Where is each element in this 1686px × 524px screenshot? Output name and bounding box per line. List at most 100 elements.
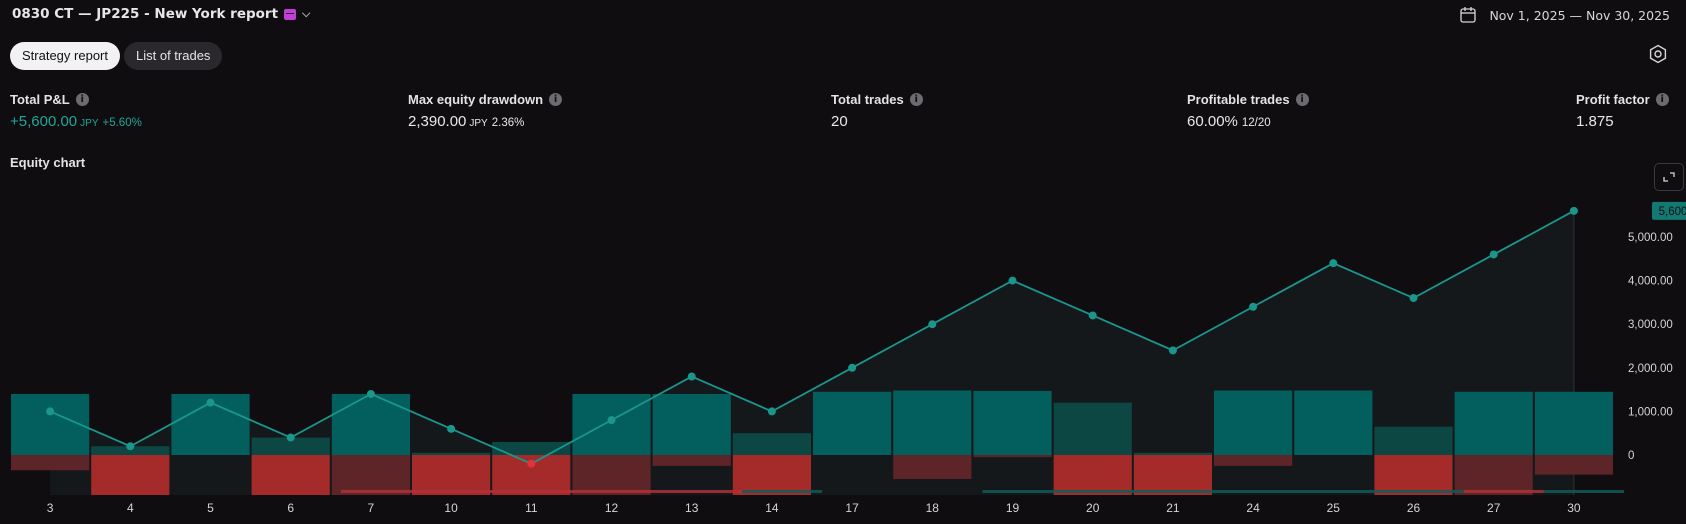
chevron-down-icon[interactable]: ⌵ [302,7,311,20]
y-tick-label: 2,000.00 [1628,363,1673,375]
equity-point [928,320,937,329]
equity-line [49,210,1575,465]
runup-bar [251,437,330,455]
equity-point [126,442,135,451]
x-tick-label: 25 [1327,501,1341,515]
equity-area [50,210,1574,495]
y-tick-label: 4,000.00 [1628,276,1673,288]
x-tick-label: 7 [368,501,375,515]
total-pnl-value: +5,600.00 [10,113,78,130]
metric-total-pnl: Total P&L i +5,600.00 JPY +5.60% [10,92,142,130]
x-tick-label: 10 [444,501,458,515]
total-pnl-unit: JPY [80,118,99,129]
tab-strategy-report[interactable]: Strategy report [10,42,120,70]
drawdown-bar [893,455,972,479]
date-range-text: Nov 1, 2025 — Nov 30, 2025 [1489,7,1670,23]
metric-label: Max equity drawdown [408,92,544,107]
x-tick-label: 3 [47,501,54,515]
trade-strip [741,490,823,493]
equity-point [527,459,536,468]
metric-label: Profit factor [1576,92,1650,107]
runup-bar [1214,390,1293,455]
equity-point [206,398,215,407]
equity-point [1088,311,1097,320]
y-tick-label: 3,000.00 [1628,319,1673,331]
expand-chart-button[interactable] [1654,163,1684,191]
equity-point [447,424,456,433]
metric-label: Total trades [831,92,904,107]
x-tick-label: 17 [845,501,859,515]
equity-point [1329,259,1338,268]
equity-point [687,372,696,381]
equity-point [286,433,295,442]
x-tick-label: 27 [1487,501,1501,515]
equity-point [767,407,776,416]
metric-label: Profitable trades [1187,92,1290,107]
metric-profitable-trades: Profitable trades i 60.00% 12/20 [1187,92,1309,130]
drawdown-bar [251,455,330,495]
last-value-badge [1652,201,1686,220]
metric-profit-factor: Profit factor i 1.875 [1576,92,1669,130]
report-title-text: 0830 CT — JP225 - New York report [12,6,279,22]
drawdown-bar [1374,455,1453,495]
drawdown-bar [1214,455,1293,466]
profitable-count: 12/20 [1241,117,1271,129]
x-tick-label: 24 [1246,501,1260,515]
report-tabs: Strategy report List of trades [10,42,223,70]
info-icon[interactable]: i [909,93,923,106]
x-tick-label: 12 [605,501,619,515]
y-tick-label: 1,000.00 [1628,406,1673,418]
equity-point [1409,294,1418,303]
drawdown-bar [732,455,811,495]
calendar-badge-icon [284,8,297,20]
last-value-label: 5,600.00 [1659,206,1686,218]
drawdown-bar [572,455,651,495]
runup-bar [1534,391,1613,455]
runup-bar [572,393,651,455]
trade-strip [1463,490,1544,493]
drawdown-bar [1454,455,1533,495]
x-tick-label: 30 [1567,501,1581,515]
calendar-icon [1460,7,1477,23]
x-tick-label: 5 [207,501,214,515]
metric-total-trades: Total trades i 20 [831,92,923,130]
equity-point [1569,206,1578,215]
equity-point [46,407,55,416]
drawdown-bar [652,455,731,466]
tab-list-of-trades[interactable]: List of trades [124,42,223,70]
expand-icon [1663,172,1675,182]
settings-button[interactable] [1648,44,1668,68]
metric-label: Total P&L [10,92,70,107]
equity-point [1008,276,1017,285]
profitable-value: 60.00% [1187,113,1238,130]
x-tick-label: 20 [1086,501,1100,515]
max-drawdown-value: 2,390.00 [408,113,467,130]
total-trades-value: 20 [831,113,848,130]
profit-factor-value: 1.875 [1576,113,1614,130]
date-range-picker[interactable]: Nov 1, 2025 — Nov 30, 2025 [1459,6,1670,24]
drawdown-bar [1534,455,1613,475]
runup-bar [1053,402,1132,455]
runup-bar [813,391,892,455]
runup-bar [11,393,90,455]
info-icon[interactable]: i [549,93,563,106]
drawdown-bar [331,455,410,495]
runup-bar [412,452,491,455]
info-icon[interactable]: i [1655,93,1669,106]
runup-bar [1454,391,1533,455]
equity-point [1168,346,1177,355]
runup-bar [973,390,1052,455]
max-drawdown-percent: 2.36% [491,117,525,129]
x-tick-label: 21 [1166,501,1180,515]
info-icon[interactable]: i [75,93,89,106]
runup-bar [91,446,170,455]
equity-point [1489,250,1498,259]
drawdown-bar [973,455,1052,458]
y-tick-label: 5,000.00 [1628,232,1673,244]
info-icon[interactable]: i [1295,93,1309,106]
runup-bar [492,441,571,455]
total-pnl-percent: +5.60% [102,117,142,129]
report-title[interactable]: 0830 CT — JP225 - New York report ⌵ [12,6,310,22]
runup-bar [893,390,972,455]
